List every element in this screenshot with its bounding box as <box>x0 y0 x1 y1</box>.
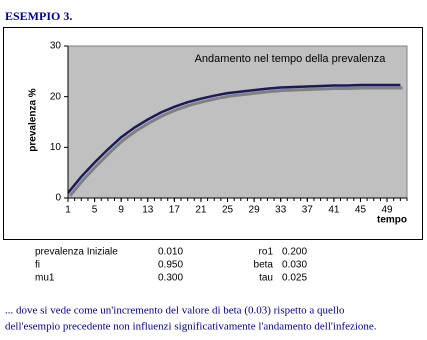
param-value: 0.010 <box>158 247 183 258</box>
param-value: 0.950 <box>158 260 183 271</box>
x-tick-label: 9 <box>118 205 124 216</box>
param-label: ro1 <box>259 247 274 258</box>
param-label: mu1 <box>35 273 55 284</box>
chart-title: Andamento nel tempo della prevalenza <box>195 53 387 65</box>
footer-line: dell'esempio precedente non influenzi si… <box>5 321 377 333</box>
y-tick-label: 10 <box>50 142 62 153</box>
param-value: 0.025 <box>282 273 307 284</box>
x-tick-label: 21 <box>195 205 207 216</box>
param-value: 0.300 <box>158 273 183 284</box>
x-tick-label: 1 <box>65 205 71 216</box>
footer-line: ... dove si vede come un'incremento del … <box>5 305 345 317</box>
param-label: tau <box>259 273 273 284</box>
param-label: fi <box>35 260 40 271</box>
x-axis-label: tempo <box>377 215 407 226</box>
plot-area <box>67 45 408 199</box>
x-tick-label: 5 <box>92 205 98 216</box>
y-tick-label: 30 <box>50 41 62 52</box>
x-tick-label: 41 <box>328 205 340 216</box>
x-tick-label: 29 <box>249 205 261 216</box>
param-label: beta <box>254 260 274 271</box>
x-tick-label: 49 <box>381 205 393 216</box>
parameters: prevalenza Iniziale 0.010 ro1 0.200 fi 0.950 b… <box>35 247 307 284</box>
line <box>67 83 401 194</box>
y-tick-label: 0 <box>55 193 61 204</box>
param-value: 0.200 <box>282 247 307 258</box>
x-tick-label: 37 <box>302 205 314 216</box>
y-tick-label: 20 <box>50 91 62 102</box>
x-tick-label: 13 <box>142 205 154 216</box>
x-tick-label: 25 <box>222 205 234 216</box>
param-label: prevalenza Iniziale <box>35 247 118 258</box>
x-tick-label: 45 <box>355 205 367 216</box>
heading: ESEMPIO 3. <box>5 9 72 23</box>
line-shadow <box>68 86 403 197</box>
param-value: 0.030 <box>282 260 307 271</box>
y-axis-label: prevalenza % <box>28 88 39 151</box>
x-tick-label: 17 <box>169 205 181 216</box>
x-tick-label: 33 <box>275 205 287 216</box>
